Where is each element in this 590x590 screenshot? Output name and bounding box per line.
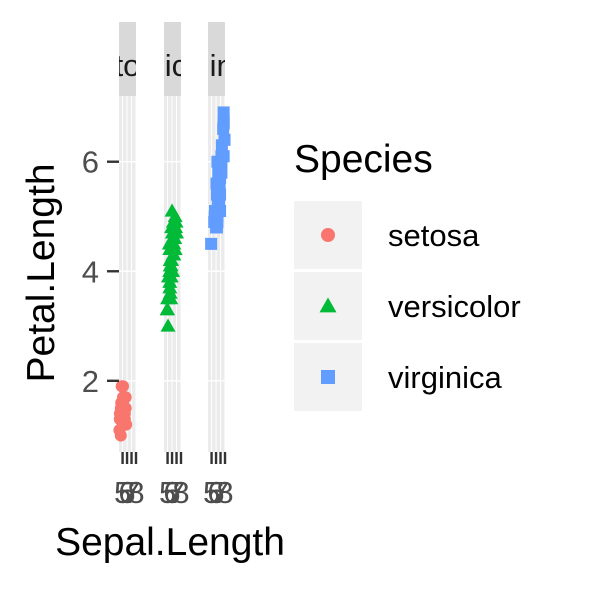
data-point <box>210 221 222 233</box>
data-point <box>211 189 223 201</box>
x-tick-label: 8 <box>172 475 189 510</box>
data-point <box>117 408 129 420</box>
y-axis-title: Petal.Length <box>20 163 63 382</box>
legend-entry-virginica: virginica <box>294 343 502 411</box>
data-point <box>218 150 230 162</box>
data-point <box>117 380 129 392</box>
legend-key-circle <box>321 228 335 242</box>
data-point <box>205 238 217 250</box>
x-axis-title: Sepal.Length <box>55 521 285 564</box>
data-point <box>219 134 231 146</box>
data-point <box>213 172 225 184</box>
legend-title: Species <box>294 138 433 181</box>
y-tick-label: 2 <box>82 364 99 399</box>
facet-strip-label: setosa <box>82 48 174 83</box>
legend-key-square <box>321 370 335 384</box>
legend-label: virginica <box>388 360 502 395</box>
data-point <box>214 161 226 173</box>
x-tick-label: 8 <box>216 475 233 510</box>
legend-entry-setosa: setosa <box>294 201 480 269</box>
legend-label: versicolor <box>388 289 521 324</box>
y-tick-label: 4 <box>82 254 99 289</box>
x-tick-label: 8 <box>127 475 144 510</box>
legend: Species setosa versicolor virginica <box>294 138 521 411</box>
legend-label: setosa <box>388 218 480 253</box>
y-tick-label: 6 <box>82 145 99 180</box>
data-point <box>115 430 127 442</box>
data-point <box>218 117 230 129</box>
legend-entry-versicolor: versicolor <box>294 272 521 340</box>
data-point <box>210 205 222 217</box>
y-axis: 2 4 6 <box>82 145 119 399</box>
data-point <box>218 106 230 118</box>
